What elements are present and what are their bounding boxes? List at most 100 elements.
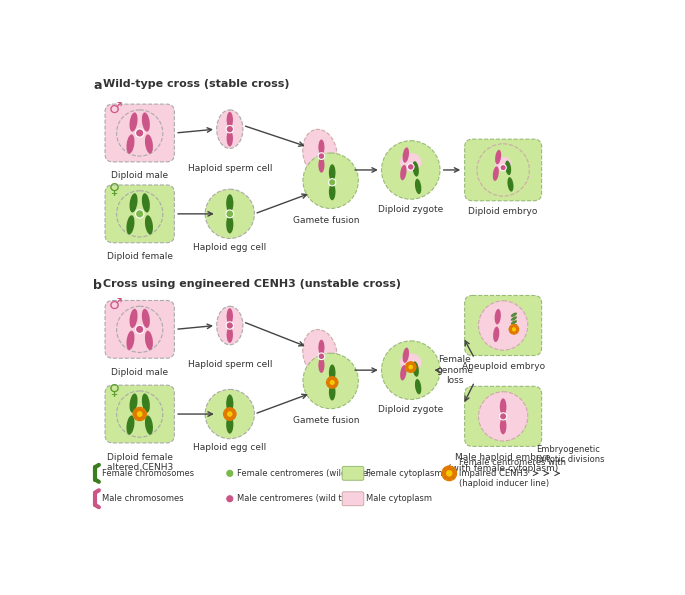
Circle shape [136, 209, 144, 218]
Circle shape [406, 362, 416, 372]
Circle shape [116, 391, 163, 437]
Ellipse shape [145, 134, 153, 154]
Text: Aneuploid embryo: Aneuploid embryo [462, 362, 545, 371]
Circle shape [516, 328, 519, 331]
Ellipse shape [129, 393, 138, 413]
Circle shape [512, 327, 516, 331]
Text: Haploid sperm cell: Haploid sperm cell [188, 164, 272, 173]
Circle shape [499, 413, 507, 420]
Circle shape [318, 353, 325, 359]
Ellipse shape [511, 328, 517, 332]
Ellipse shape [127, 134, 134, 154]
Circle shape [447, 466, 452, 471]
Circle shape [333, 378, 337, 381]
Text: Diploid male: Diploid male [111, 171, 169, 180]
Circle shape [509, 328, 512, 331]
Circle shape [225, 415, 229, 419]
Circle shape [116, 191, 163, 237]
Circle shape [226, 126, 234, 133]
Circle shape [137, 411, 142, 417]
Circle shape [408, 365, 413, 369]
Circle shape [226, 210, 234, 218]
Ellipse shape [500, 398, 506, 415]
Ellipse shape [493, 327, 499, 342]
Ellipse shape [319, 157, 325, 173]
Ellipse shape [227, 308, 233, 324]
Text: Gamete fusion: Gamete fusion [292, 216, 360, 225]
Text: Diploid female: Diploid female [107, 252, 173, 261]
Circle shape [334, 380, 338, 384]
Circle shape [382, 341, 440, 399]
FancyBboxPatch shape [464, 386, 542, 446]
Circle shape [223, 412, 227, 416]
Text: Diploid zygote: Diploid zygote [378, 205, 443, 214]
Circle shape [136, 129, 144, 137]
Ellipse shape [415, 379, 421, 394]
Ellipse shape [226, 215, 234, 233]
Ellipse shape [400, 153, 421, 171]
Text: Haploid egg cell: Haploid egg cell [193, 443, 266, 452]
Circle shape [409, 369, 412, 372]
Ellipse shape [216, 306, 243, 345]
Circle shape [409, 362, 412, 365]
Circle shape [412, 365, 416, 369]
Circle shape [303, 153, 358, 208]
Ellipse shape [129, 193, 138, 212]
Circle shape [406, 365, 409, 369]
Circle shape [450, 474, 456, 480]
Circle shape [225, 409, 229, 413]
Ellipse shape [400, 353, 421, 372]
Circle shape [326, 380, 330, 384]
Text: a: a [93, 79, 102, 92]
Ellipse shape [508, 177, 514, 192]
Ellipse shape [145, 415, 153, 435]
Ellipse shape [511, 312, 517, 317]
Circle shape [382, 140, 440, 199]
Circle shape [442, 466, 457, 481]
Ellipse shape [319, 358, 325, 373]
Ellipse shape [412, 161, 419, 177]
Ellipse shape [227, 327, 233, 343]
Ellipse shape [226, 194, 234, 212]
Circle shape [512, 331, 516, 334]
Ellipse shape [127, 331, 134, 350]
Circle shape [514, 325, 518, 328]
Circle shape [330, 384, 334, 389]
Circle shape [227, 411, 232, 417]
Circle shape [134, 409, 139, 413]
Circle shape [327, 378, 332, 381]
Circle shape [329, 178, 336, 186]
Circle shape [134, 415, 139, 419]
Text: Male centromeres (wild type): Male centromeres (wild type) [238, 494, 361, 503]
Ellipse shape [403, 347, 409, 363]
FancyBboxPatch shape [105, 185, 175, 243]
Ellipse shape [303, 330, 337, 377]
Circle shape [442, 471, 447, 476]
Circle shape [303, 353, 358, 409]
Circle shape [225, 469, 234, 478]
Circle shape [142, 412, 147, 416]
FancyBboxPatch shape [105, 104, 175, 162]
Ellipse shape [329, 164, 336, 181]
Circle shape [227, 408, 232, 412]
Ellipse shape [142, 112, 150, 131]
Text: Diploid male: Diploid male [111, 368, 169, 377]
Text: Female centromeres with
impaired CENH3
(haploid inducer line): Female centromeres with impaired CENH3 (… [459, 458, 566, 488]
Text: ♀: ♀ [109, 181, 120, 196]
Circle shape [140, 409, 145, 413]
Circle shape [327, 377, 338, 389]
Ellipse shape [329, 183, 336, 201]
Ellipse shape [127, 215, 134, 234]
Ellipse shape [129, 112, 138, 131]
Text: Diploid zygote: Diploid zygote [378, 405, 443, 414]
Circle shape [327, 383, 332, 387]
Ellipse shape [511, 320, 517, 325]
Circle shape [231, 415, 235, 419]
Ellipse shape [145, 215, 153, 234]
Ellipse shape [511, 324, 517, 328]
Ellipse shape [142, 193, 150, 212]
Ellipse shape [329, 384, 336, 400]
Text: Male haploid embryo
(with female cytoplasm): Male haploid embryo (with female cytopla… [448, 453, 558, 472]
Text: Embryogenetic
mitotic divisions: Embryogenetic mitotic divisions [536, 444, 605, 464]
Circle shape [479, 392, 527, 441]
